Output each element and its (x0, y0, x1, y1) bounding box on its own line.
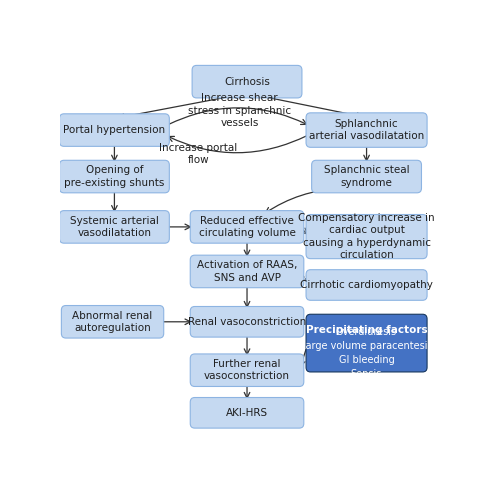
Text: Reduced effective
circulating volume: Reduced effective circulating volume (199, 216, 295, 238)
Text: Cirrhotic cardiomyopathy: Cirrhotic cardiomyopathy (300, 280, 433, 290)
Text: Splanchnic steal
syndrome: Splanchnic steal syndrome (324, 165, 409, 188)
Text: Systemic arterial
vasodilatation: Systemic arterial vasodilatation (70, 216, 159, 238)
Text: Compensatory increase in
cardiac output
causing a hyperdynamic
circulation: Compensatory increase in cardiac output … (298, 213, 435, 260)
FancyBboxPatch shape (306, 314, 427, 372)
Text: Cirrhosis: Cirrhosis (224, 76, 270, 87)
FancyBboxPatch shape (306, 214, 427, 259)
Text: AKI-HRS: AKI-HRS (226, 408, 268, 418)
FancyBboxPatch shape (59, 114, 169, 146)
Text: Increase shear
stress in splanchnic
vessels: Increase shear stress in splanchnic vess… (188, 94, 291, 128)
Text: Overdiuresis
Large volume paracentesis
GI bleeding
Sepsis: Overdiuresis Large volume paracentesis G… (300, 313, 433, 379)
Text: Opening of
pre-existing shunts: Opening of pre-existing shunts (64, 165, 164, 188)
FancyBboxPatch shape (190, 211, 304, 243)
FancyBboxPatch shape (59, 160, 169, 193)
Text: Renal vasoconstriction: Renal vasoconstriction (188, 317, 306, 327)
Text: Activation of RAAS,
SNS and AVP: Activation of RAAS, SNS and AVP (197, 260, 297, 283)
FancyBboxPatch shape (190, 354, 304, 386)
FancyBboxPatch shape (192, 65, 302, 98)
Text: Sphlanchnic
arterial vasodilatation: Sphlanchnic arterial vasodilatation (309, 119, 424, 141)
FancyBboxPatch shape (190, 397, 304, 428)
FancyBboxPatch shape (61, 305, 164, 338)
FancyBboxPatch shape (59, 211, 169, 243)
FancyBboxPatch shape (306, 270, 427, 300)
FancyBboxPatch shape (190, 255, 304, 288)
Text: Abnormal renal
autoregulation: Abnormal renal autoregulation (72, 310, 153, 333)
FancyBboxPatch shape (190, 306, 304, 337)
FancyBboxPatch shape (312, 160, 421, 193)
Text: Precipitating factors: Precipitating factors (306, 325, 428, 335)
FancyBboxPatch shape (306, 113, 427, 147)
Text: Further renal
vasoconstriction: Further renal vasoconstriction (204, 359, 290, 381)
Text: Portal hypertension: Portal hypertension (63, 125, 165, 135)
Text: Increase portal
flow: Increase portal flow (160, 143, 238, 165)
